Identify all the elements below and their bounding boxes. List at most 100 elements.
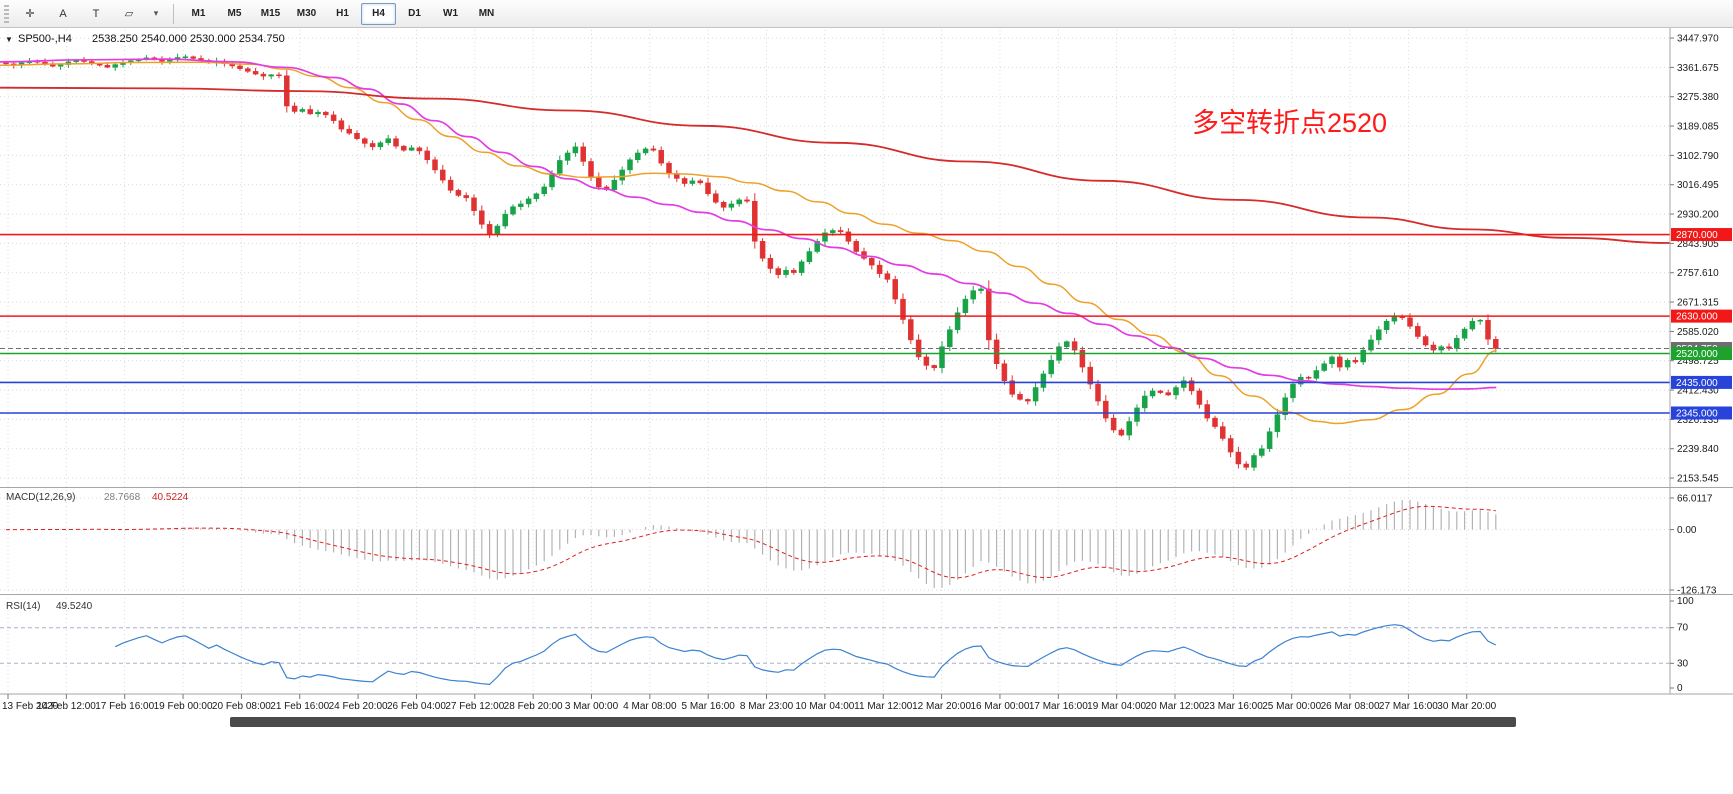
candle [525,198,532,205]
candle [432,159,438,171]
price-label: 2585.020 [1677,327,1719,338]
candle [494,225,501,235]
candle [1243,463,1249,468]
candle [190,56,196,59]
candle [1110,417,1117,431]
candle [463,195,469,199]
rsi-panel[interactable] [0,595,1670,694]
candle [1266,431,1273,449]
candle [260,73,267,77]
text-label-icon[interactable]: A [59,7,67,20]
time-label: 30 Mar 20:00 [1437,701,1496,712]
macd-panel[interactable] [0,488,1670,594]
chart-canvas[interactable]: 3447.970 3361.675 3275.380 3189.085 3102.790… [0,28,1733,794]
timeframe-button-m1[interactable]: M1 [191,8,206,19]
candle [416,147,423,152]
candle [1407,317,1413,327]
candle [580,146,586,162]
symbol-title: SP500-,H4 [18,33,72,45]
candle [1009,380,1015,395]
candle [759,241,766,259]
main-chart-area[interactable] [0,30,1670,487]
candle [853,241,859,252]
text-box-icon[interactable]: T [92,7,100,20]
candle [1337,356,1343,368]
toolbar-separator [173,3,174,24]
candle [1461,328,1468,339]
candle [1173,387,1179,396]
ohlc-readout: 2538.250 2540.000 2530.000 2534.750 [92,33,285,45]
candle [635,152,641,161]
time-label: 8 Mar 23:00 [740,701,794,712]
candle [307,109,313,115]
time-label: 3 Mar 00:00 [565,701,619,712]
chart-collapse-icon[interactable]: ▼ [5,35,13,44]
candle [518,203,524,207]
candle [237,65,243,69]
time-label: 23 Mar 16:00 [1204,701,1263,712]
candle [1095,383,1101,402]
candle [775,268,781,275]
candle [713,193,719,203]
timeframe-button-w1[interactable]: W1 [443,8,458,19]
timeframe-button-m5[interactable]: M5 [227,8,242,19]
candle [1220,426,1226,439]
horizontal-scrollbar[interactable] [230,717,1516,727]
candle [315,111,321,115]
macd-label: MACD(12,26,9) [6,492,75,503]
timeframe-button-mn[interactable]: MN [478,8,495,19]
candle [323,111,329,116]
candle [1274,414,1281,432]
toolbar-grip[interactable] [4,4,9,23]
shapes-icon[interactable]: ▱ [124,8,134,20]
chart-annotation-text[interactable]: 多空转折点2520 [1192,108,1387,138]
candle [1064,341,1070,347]
price-flag-label: 2870.000 [1676,230,1718,241]
candle [1017,394,1023,400]
candle [954,312,961,330]
candle [619,169,625,181]
candle [1376,329,1382,341]
price-flag-2870.000 [1671,228,1732,242]
time-axis[interactable] [0,694,1670,716]
timeframe-group: M1 M5 M15 M30 H1 H4 D1 W1 MN [181,2,504,25]
candle [369,143,376,148]
candle [1212,417,1218,427]
candle [385,138,391,144]
price-axis[interactable] [1670,28,1733,694]
candle [1290,383,1296,398]
crosshair-icon[interactable]: ✛ [25,8,35,20]
time-label: 4 Mar 08:00 [623,701,677,712]
timeframe-button-m30[interactable]: M30 [296,8,317,19]
price-flag-2520.000 [1671,347,1732,361]
candle [1313,370,1320,379]
rsi-value: 49.5240 [56,601,93,612]
candle [939,346,945,369]
rsi-axis-label: 30 [1677,658,1689,669]
candle [1329,356,1335,364]
timeframe-button-h1[interactable]: H1 [336,8,349,19]
timeframe-button-h4[interactable]: H4 [361,2,396,25]
dropdown-caret-icon[interactable]: ▾ [153,8,159,18]
macd-axis-label: 0.00 [1677,525,1697,536]
price-flag-label: 2520.000 [1676,349,1718,360]
candle [627,159,633,171]
timeframe-button-d1[interactable]: D1 [408,8,421,19]
candle [962,298,969,313]
time-label: 28 Feb 20:00 [504,701,563,712]
candle [845,231,852,242]
candle [440,169,446,181]
candle [447,179,454,191]
candle [1204,404,1210,419]
time-label: 5 Mar 16:00 [682,701,736,712]
candle [837,230,844,233]
candle [681,178,688,184]
price-label: 2239.840 [1677,444,1719,455]
timeframe-button-m15[interactable]: M15 [260,8,281,19]
candle [783,269,789,275]
time-label: 19 Mar 04:00 [1087,701,1146,712]
rsi-axis-label: 100 [1677,596,1694,607]
candle [1422,336,1429,346]
candle [1360,349,1366,363]
candle [1040,373,1047,388]
